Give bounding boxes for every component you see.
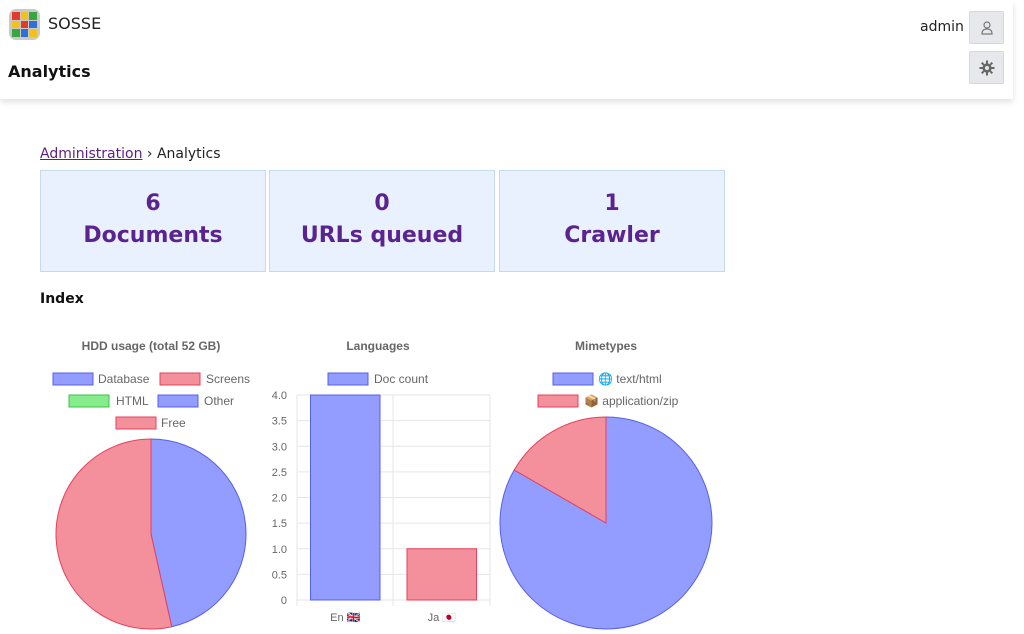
breadcrumb: Administration › Analytics xyxy=(40,146,221,162)
breadcrumb-link-administration[interactable]: Administration xyxy=(40,146,143,162)
settings-button[interactable] xyxy=(969,51,1004,84)
legend-label-database[interactable]: Database xyxy=(98,372,150,386)
bar-ja[interactable] xyxy=(406,548,477,601)
chart-title: Mimetypes xyxy=(575,339,637,353)
section-title-index: Index xyxy=(40,291,84,307)
legend-label-application-zip[interactable]: 📦 application/zip xyxy=(584,394,679,408)
mimetypes-chart: Mimetypes 🌐 text/html 📦 application/zip xyxy=(499,339,713,630)
x-axis-labels: En 🇬🇧 Ja 🇯🇵 xyxy=(330,611,456,624)
chart-legend: Doc count xyxy=(327,372,429,386)
legend-swatch-doc-count[interactable] xyxy=(327,372,369,386)
y-tick-label: 0.5 xyxy=(272,569,287,581)
legend-swatch-html[interactable] xyxy=(68,394,110,408)
y-axis-ticks: 0 0.5 1.0 1.5 2.0 2.5 3.0 3.5 4.0 xyxy=(272,390,287,607)
y-tick-label: 2.5 xyxy=(272,467,287,479)
y-tick-label: 4.0 xyxy=(272,390,287,402)
stat-card-documents[interactable]: 6 Documents xyxy=(40,170,266,272)
pie-slices xyxy=(499,416,713,630)
stat-label: Documents xyxy=(83,223,223,248)
chart-title: Languages xyxy=(346,339,410,353)
legend-swatch-screens[interactable] xyxy=(159,372,201,386)
pie-slice-application-zip[interactable] xyxy=(513,416,607,524)
gear-icon xyxy=(979,60,994,75)
sosse-logo-icon[interactable] xyxy=(8,8,41,41)
breadcrumb-current: Analytics xyxy=(156,146,221,162)
stat-card-crawler[interactable]: 1 Crawler xyxy=(499,170,725,272)
bar-en[interactable] xyxy=(310,394,381,601)
brand-name[interactable]: SOSSE xyxy=(48,14,102,33)
chart-legend: Database Screens HTML Other Free xyxy=(52,372,250,430)
y-tick-label: 3.5 xyxy=(272,416,287,428)
legend-label-html[interactable]: HTML xyxy=(116,394,149,408)
x-tick-label: En 🇬🇧 xyxy=(330,611,361,624)
y-tick-label: 3.0 xyxy=(272,441,287,453)
chart-legend: 🌐 text/html 📦 application/zip xyxy=(537,372,679,408)
user-icon xyxy=(980,20,993,35)
page-title: Analytics xyxy=(8,62,91,81)
stat-card-urls-queued[interactable]: 0 URLs queued xyxy=(269,170,495,272)
legend-label-other[interactable]: Other xyxy=(204,394,234,408)
pie-slices xyxy=(55,438,247,630)
y-tick-label: 2.0 xyxy=(272,493,287,505)
legend-label-screens[interactable]: Screens xyxy=(206,372,250,386)
legend-label-doc-count[interactable]: Doc count xyxy=(374,372,429,386)
y-tick-label: 1.0 xyxy=(272,544,287,556)
y-tick-label: 0 xyxy=(281,595,287,607)
top-header: SOSSE Analytics admin xyxy=(0,0,1013,99)
breadcrumb-separator: › xyxy=(146,146,153,162)
legend-swatch-text-html[interactable] xyxy=(552,372,594,386)
legend-swatch-database[interactable] xyxy=(52,372,94,386)
stat-value: 1 xyxy=(604,191,620,216)
legend-swatch-free[interactable] xyxy=(115,416,157,430)
languages-chart: Languages Doc count 0 0.5 1.0 1.5 2.0 2.5 3.0 3… xyxy=(272,339,491,624)
stat-value: 6 xyxy=(145,191,161,216)
chart-title: HDD usage (total 52 GB) xyxy=(82,339,221,353)
stat-label: Crawler xyxy=(564,223,660,248)
stat-label: URLs queued xyxy=(300,223,464,248)
pie-slice-free[interactable] xyxy=(55,438,173,630)
chart-bars xyxy=(310,394,477,601)
pie-slice-other[interactable] xyxy=(150,438,247,628)
user-menu-button[interactable] xyxy=(969,11,1004,44)
legend-label-text-html[interactable]: 🌐 text/html xyxy=(598,372,662,386)
y-tick-label: 1.5 xyxy=(272,518,287,530)
hdd-usage-chart: HDD usage (total 52 GB) Database Screens… xyxy=(52,339,250,630)
legend-label-free[interactable]: Free xyxy=(161,416,186,430)
legend-swatch-application-zip[interactable] xyxy=(537,394,579,408)
x-tick-label: Ja 🇯🇵 xyxy=(428,611,457,624)
user-name: admin xyxy=(920,19,964,35)
stat-value: 0 xyxy=(374,191,390,216)
legend-swatch-other[interactable] xyxy=(157,394,199,408)
